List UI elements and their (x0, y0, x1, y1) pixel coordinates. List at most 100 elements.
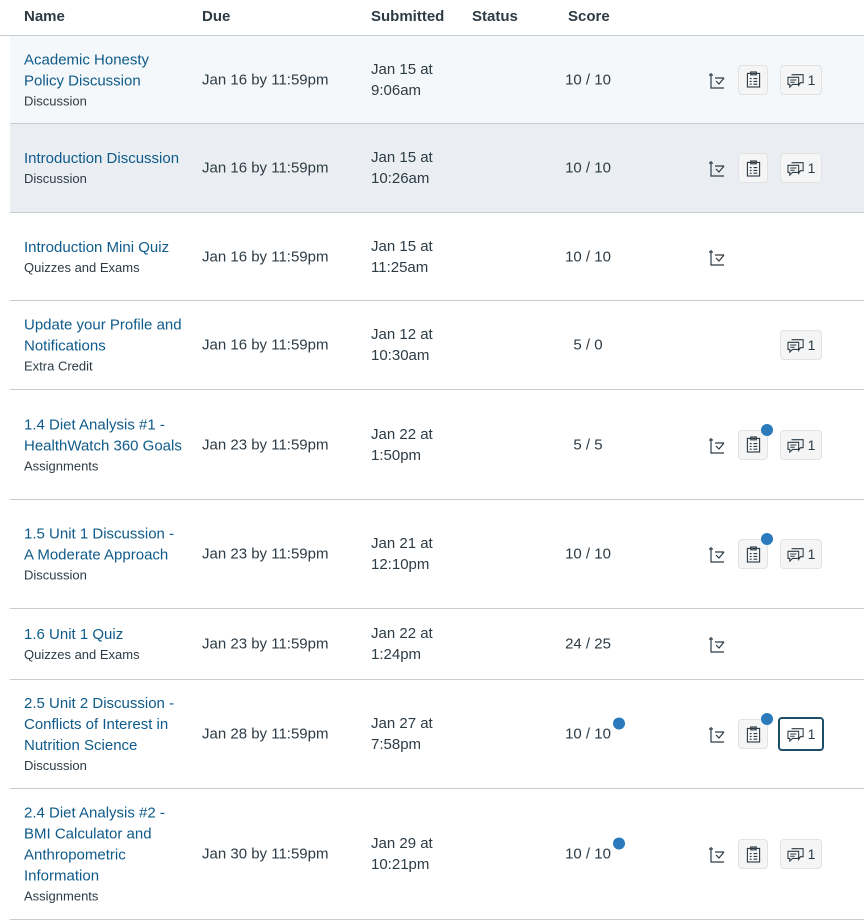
comments-count: 1 (807, 726, 816, 742)
due-date: Jan 23 by 11:59pm (202, 436, 329, 453)
assignment-link[interactable]: 1.4 Diet Analysis #1 - HealthWatch 360 G… (24, 416, 182, 454)
submitted-date: Jan 15 at 9:06am (371, 60, 433, 99)
comments-button[interactable]: 1 (780, 153, 822, 183)
assignment-link[interactable]: 2.4 Diet Analysis #2 - BMI Calculator an… (24, 804, 165, 885)
comments-button[interactable]: 1 (780, 330, 822, 360)
score: 24 / 25 (530, 634, 646, 655)
what-if-score-icon[interactable] (708, 71, 726, 89)
rubric-icon (746, 725, 761, 743)
rubric-button[interactable] (738, 839, 768, 869)
due-date: Jan 16 by 11:59pm (202, 159, 329, 177)
rubric-button[interactable] (738, 533, 773, 569)
header-name[interactable]: Name (24, 8, 65, 25)
comments-count: 1 (807, 846, 816, 862)
table-row: Introduction Mini Quiz Quizzes and Exams… (10, 213, 864, 301)
comments-button[interactable]: 1 (780, 64, 822, 95)
assignment-link[interactable]: Introduction Discussion (24, 150, 180, 167)
header-due[interactable]: Due (202, 8, 231, 25)
assignment-link[interactable]: Academic Honesty Policy Discussion (24, 51, 150, 89)
assignment-name-cell: Introduction Mini Quiz Quizzes and Exams (24, 237, 184, 277)
score-value: 10 / 10 (565, 248, 611, 265)
rubric-icon (746, 845, 761, 863)
what-if-score-icon[interactable] (708, 845, 726, 863)
score-value: 10 / 10 (565, 159, 611, 177)
what-if-score-icon[interactable] (708, 725, 726, 743)
assignment-group: Assignments (24, 888, 99, 904)
comments-count: 1 (807, 436, 816, 453)
submitted-date: Jan 29 at 10:21pm (371, 835, 433, 873)
submitted-date: Jan 15 at 11:25am (371, 237, 433, 276)
comments-button[interactable]: 1 (780, 539, 822, 569)
table-row: 2.4 Diet Analysis #2 - BMI Calculator an… (10, 789, 864, 920)
comments-icon (787, 160, 805, 176)
assignment-link[interactable]: Update your Profile and Notifications (24, 316, 182, 355)
comments-count: 1 (807, 546, 816, 562)
what-if-score-icon[interactable] (708, 159, 726, 177)
unread-score-dot (612, 717, 625, 730)
what-if-score-icon[interactable] (708, 248, 726, 266)
assignment-link[interactable]: 2.5 Unit 2 Discussion - Conflicts of Int… (24, 695, 175, 754)
rubric-icon (746, 71, 761, 88)
score-value: 10 / 10 (565, 717, 625, 743)
comments-count: 1 (807, 337, 816, 353)
rubric-icon (746, 545, 761, 563)
submitted-date: Jan 21 at 12:10pm (371, 535, 433, 573)
submitted-date: Jan 27 at 7:58pm (371, 715, 433, 753)
comments-count: 1 (807, 71, 816, 88)
assignment-name-cell: Academic Honesty Policy Discussion Discu… (24, 49, 184, 110)
submitted-date: Jan 22 at 1:24pm (371, 625, 433, 663)
unread-rubric-dot (761, 533, 773, 545)
assignment-group: Quizzes and Exams (24, 647, 140, 662)
header-status: Status (472, 8, 518, 25)
comments-button[interactable]: 1 (780, 429, 822, 460)
score: 10 / 10 (530, 717, 646, 745)
due-date: Jan 16 by 11:59pm (202, 336, 329, 354)
table-row: Update your Profile and Notifications Ex… (10, 301, 864, 390)
table-row: 2.5 Unit 2 Discussion - Conflicts of Int… (10, 680, 864, 789)
assignment-name-cell: Update your Profile and Notifications Ex… (24, 315, 184, 376)
submitted-date: Jan 15 at 10:26am (371, 149, 433, 187)
rubric-button[interactable] (738, 64, 768, 95)
score-value: 5 / 5 (573, 436, 603, 453)
rubric-button[interactable] (738, 153, 768, 183)
score: 5 / 5 (530, 434, 646, 455)
score: 5 / 0 (530, 335, 646, 356)
grades-table-body: Academic Honesty Policy Discussion Discu… (0, 36, 864, 920)
assignment-link[interactable]: 1.5 Unit 1 Discussion - A Moderate Appro… (24, 525, 175, 564)
assignment-group: Quizzes and Exams (24, 259, 140, 275)
unread-rubric-dot (761, 713, 773, 725)
score-value: 5 / 0 (573, 336, 603, 354)
assignment-group: Assignments (24, 458, 99, 473)
comments-button[interactable]: 1 (780, 839, 822, 869)
assignment-group: Discussion (24, 93, 87, 108)
due-date: Jan 23 by 11:59pm (202, 635, 329, 653)
rubric-icon (746, 159, 761, 177)
assignment-name-cell: 2.4 Diet Analysis #2 - BMI Calculator an… (24, 803, 184, 906)
comments-icon (787, 72, 805, 88)
due-date: Jan 30 by 11:59pm (202, 845, 329, 863)
comments-button[interactable]: 1 (778, 717, 824, 751)
due-date: Jan 16 by 11:59pm (202, 248, 329, 265)
assignment-link[interactable]: Introduction Mini Quiz (24, 238, 170, 256)
assignment-link[interactable]: 1.6 Unit 1 Quiz (24, 626, 124, 643)
table-row: Academic Honesty Policy Discussion Discu… (10, 36, 864, 124)
assignment-group: Discussion (24, 758, 87, 773)
what-if-score-icon[interactable] (708, 436, 726, 454)
assignment-name-cell: 1.6 Unit 1 Quiz Quizzes and Exams (24, 624, 184, 664)
what-if-score-icon[interactable] (708, 545, 726, 563)
score-value: 10 / 10 (565, 545, 611, 563)
comments-count: 1 (807, 160, 816, 176)
rubric-button[interactable] (738, 423, 773, 460)
comments-icon (787, 337, 805, 353)
submitted-date: Jan 22 at 1:50pm (371, 425, 433, 464)
table-row: 1.6 Unit 1 Quiz Quizzes and Exams Jan 23… (10, 609, 864, 680)
due-date: Jan 23 by 11:59pm (202, 545, 329, 563)
what-if-score-icon[interactable] (708, 635, 726, 653)
score: 10 / 10 (530, 544, 646, 565)
table-row: Introduction Discussion Discussion Jan 1… (10, 124, 864, 213)
due-date: Jan 16 by 11:59pm (202, 71, 329, 88)
rubric-button[interactable] (738, 713, 773, 749)
comments-icon (787, 437, 805, 453)
score-value: 10 / 10 (565, 837, 625, 863)
assignment-name-cell: Introduction Discussion Discussion (24, 148, 184, 188)
